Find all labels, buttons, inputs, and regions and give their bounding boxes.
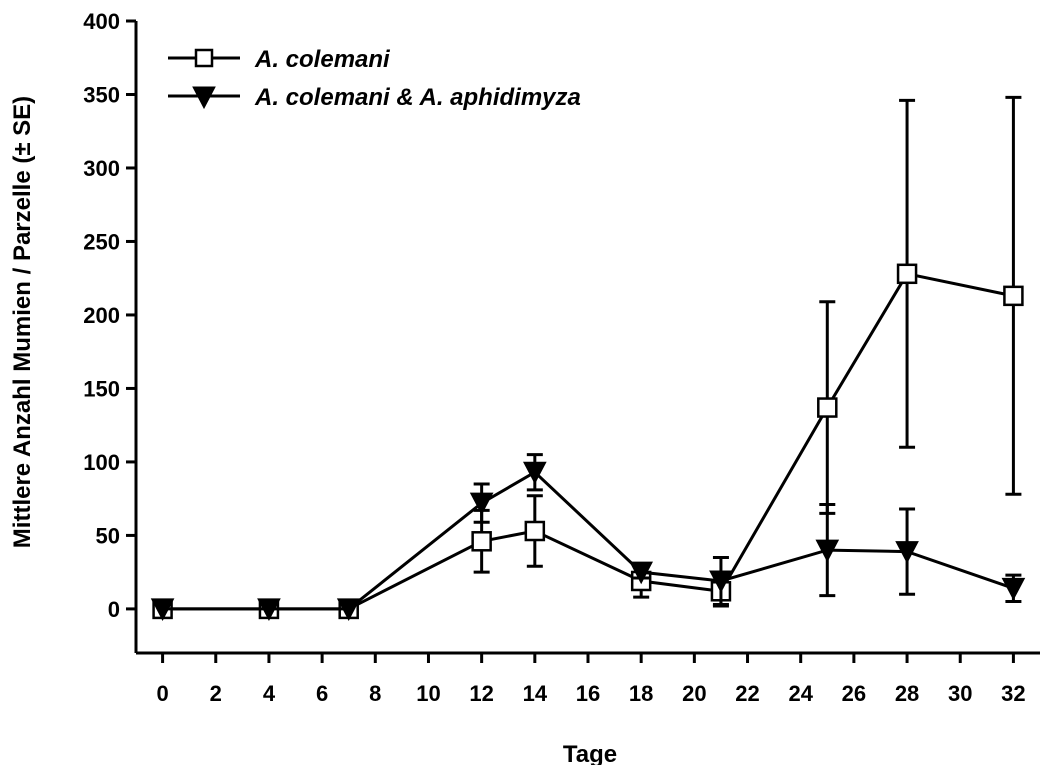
- series-combined: [152, 455, 1025, 620]
- data-point: [1002, 578, 1024, 599]
- y-tick-label: 0: [108, 597, 120, 622]
- legend-label-combined: A. colemani & A. aphidimyza: [254, 84, 581, 111]
- x-tick-label: 22: [735, 681, 759, 706]
- y-tick-label: 350: [83, 82, 120, 107]
- x-tick-label: 4: [263, 681, 276, 706]
- legend-entry-combined: A. colemani & A. aphidimyza: [168, 84, 581, 111]
- data-point: [818, 399, 836, 417]
- x-tick-label: 0: [156, 681, 168, 706]
- series-line: [163, 274, 1014, 609]
- series-a-colemani: [154, 97, 1023, 617]
- x-tick-label: 16: [576, 681, 600, 706]
- y-axis-title: Mittlere Anzahl Mumien / Parzelle (± SE): [9, 96, 36, 548]
- x-tick-label: 24: [788, 681, 813, 706]
- x-axis-title: Tage: [563, 741, 617, 765]
- y-tick-label: 100: [83, 450, 120, 475]
- y-tick-label: 400: [83, 9, 120, 34]
- legend-label-a-colemani: A. colemani: [254, 46, 391, 73]
- x-tick-label: 28: [895, 681, 919, 706]
- x-tick-label: 8: [369, 681, 381, 706]
- x-tick-label: 6: [316, 681, 328, 706]
- x-tick-label: 14: [523, 681, 548, 706]
- x-tick-label: 20: [682, 681, 706, 706]
- x-tick-label: 32: [1001, 681, 1025, 706]
- data-point: [473, 532, 491, 550]
- legend-marker-open-square: [196, 50, 212, 66]
- data-point: [1004, 287, 1022, 305]
- series-line: [163, 472, 1014, 609]
- y-axis-ticks: 0 50 100 150 200 250 300 350 400: [83, 9, 136, 622]
- data-point: [898, 265, 916, 283]
- x-axis-ticks: 0 2 4 6 8 10 12 14 16 18 20 22 24 26 28 30 32: [156, 653, 1025, 706]
- x-tick-label: 18: [629, 681, 653, 706]
- y-tick-label: 300: [83, 156, 120, 181]
- x-tick-label: 30: [948, 681, 972, 706]
- x-tick-label: 10: [416, 681, 440, 706]
- series-layer: [152, 97, 1025, 619]
- y-tick-label: 200: [83, 303, 120, 328]
- data-point: [526, 522, 544, 540]
- y-tick-label: 50: [96, 523, 120, 548]
- legend: A. colemani A. colemani & A. aphidimyza: [168, 46, 581, 111]
- x-tick-label: 26: [842, 681, 866, 706]
- y-tick-label: 150: [83, 376, 120, 401]
- x-tick-label: 2: [210, 681, 222, 706]
- y-tick-label: 250: [83, 229, 120, 254]
- legend-entry-a-colemani: A. colemani: [168, 46, 391, 73]
- x-tick-label: 12: [469, 681, 493, 706]
